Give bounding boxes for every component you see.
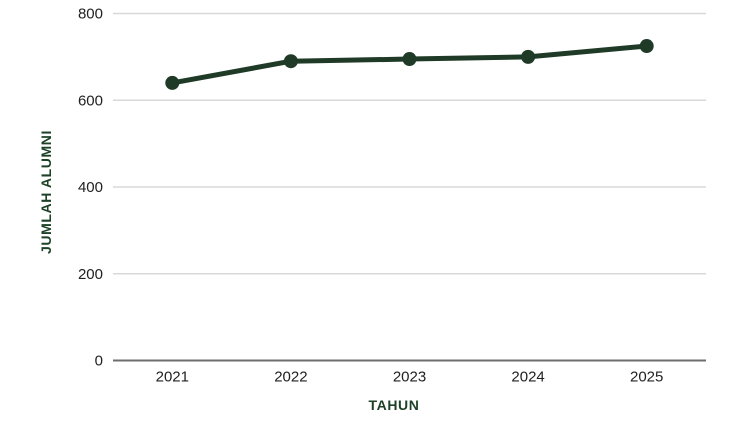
x-tick-label: 2021	[156, 369, 189, 386]
x-tick-label: 2024	[511, 369, 544, 386]
x-axis-title: TAHUN	[368, 397, 420, 413]
data-point-2022	[283, 54, 298, 69]
data-point-2025	[639, 39, 654, 54]
data-point-2021	[165, 75, 180, 90]
x-tick-label: 2025	[630, 369, 663, 386]
y-tick-label: 800	[78, 6, 103, 23]
x-tick-label: 2022	[274, 369, 307, 386]
data-point-2024	[521, 49, 536, 64]
y-tick-label: 400	[78, 179, 103, 196]
y-tick-label: 600	[78, 92, 103, 109]
y-tick-label: 200	[78, 266, 103, 283]
data-point-2023	[402, 52, 417, 67]
y-axis-title: JUMLAH ALUMNI	[38, 130, 54, 254]
y-tick-label: 0	[95, 353, 103, 370]
x-tick-label: 2023	[393, 369, 426, 386]
